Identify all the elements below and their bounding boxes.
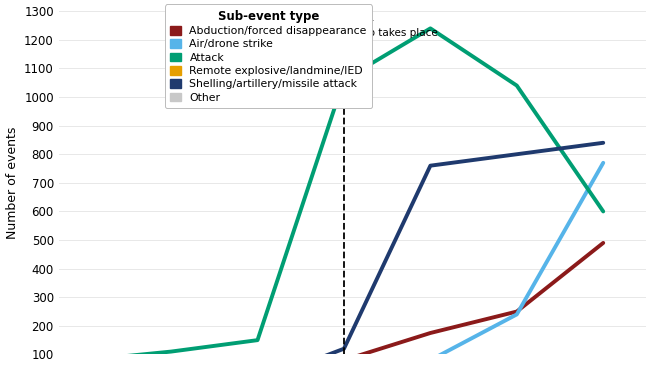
Text: 2021: 2021 — [348, 13, 375, 23]
Text: Coup takes place: Coup takes place — [348, 28, 438, 38]
Y-axis label: Number of events: Number of events — [6, 127, 18, 239]
Legend: Abduction/forced disappearance, Air/drone strike, Attack, Remote explosive/landm: Abduction/forced disappearance, Air/dron… — [164, 4, 372, 108]
